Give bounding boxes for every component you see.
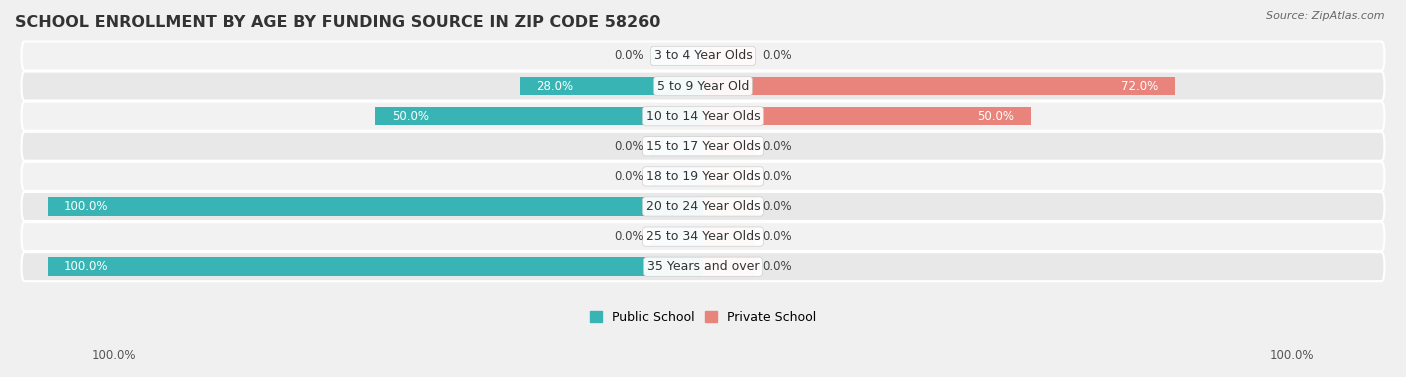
Text: 15 to 17 Year Olds: 15 to 17 Year Olds (645, 140, 761, 153)
FancyBboxPatch shape (21, 102, 1385, 130)
Bar (703, 137, 755, 156)
Bar (48, 257, 703, 276)
Text: 100.0%: 100.0% (1270, 349, 1315, 362)
Bar (651, 167, 703, 186)
Bar (703, 107, 1031, 126)
FancyBboxPatch shape (21, 222, 1385, 251)
FancyBboxPatch shape (21, 41, 1385, 70)
Bar (703, 257, 755, 276)
Text: 10 to 14 Year Olds: 10 to 14 Year Olds (645, 110, 761, 123)
Bar (375, 107, 703, 126)
Text: 0.0%: 0.0% (614, 170, 644, 183)
Text: 72.0%: 72.0% (1121, 80, 1159, 92)
Legend: Public School, Private School: Public School, Private School (585, 305, 821, 328)
Text: 0.0%: 0.0% (614, 230, 644, 243)
Text: 0.0%: 0.0% (614, 49, 644, 63)
Bar (48, 197, 703, 216)
Bar (703, 167, 755, 186)
Text: SCHOOL ENROLLMENT BY AGE BY FUNDING SOURCE IN ZIP CODE 58260: SCHOOL ENROLLMENT BY AGE BY FUNDING SOUR… (15, 15, 661, 30)
FancyBboxPatch shape (21, 72, 1385, 101)
Text: 35 Years and over: 35 Years and over (647, 260, 759, 273)
Text: 5 to 9 Year Old: 5 to 9 Year Old (657, 80, 749, 92)
FancyBboxPatch shape (21, 252, 1385, 281)
Text: 18 to 19 Year Olds: 18 to 19 Year Olds (645, 170, 761, 183)
FancyBboxPatch shape (21, 162, 1385, 191)
Text: 100.0%: 100.0% (91, 349, 136, 362)
Text: 0.0%: 0.0% (762, 49, 792, 63)
Text: 0.0%: 0.0% (762, 230, 792, 243)
Bar (651, 137, 703, 156)
Text: 100.0%: 100.0% (65, 260, 108, 273)
Text: 50.0%: 50.0% (392, 110, 429, 123)
Bar (703, 227, 755, 246)
Text: 50.0%: 50.0% (977, 110, 1014, 123)
Bar (703, 47, 755, 65)
FancyBboxPatch shape (21, 132, 1385, 161)
Text: Source: ZipAtlas.com: Source: ZipAtlas.com (1267, 11, 1385, 21)
Text: 100.0%: 100.0% (65, 200, 108, 213)
Text: 0.0%: 0.0% (614, 140, 644, 153)
Text: 25 to 34 Year Olds: 25 to 34 Year Olds (645, 230, 761, 243)
Bar (703, 197, 755, 216)
Bar (703, 77, 1175, 95)
Text: 3 to 4 Year Olds: 3 to 4 Year Olds (654, 49, 752, 63)
FancyBboxPatch shape (21, 192, 1385, 221)
Bar (520, 77, 703, 95)
Text: 20 to 24 Year Olds: 20 to 24 Year Olds (645, 200, 761, 213)
Bar (651, 47, 703, 65)
Text: 0.0%: 0.0% (762, 170, 792, 183)
Bar (651, 227, 703, 246)
Text: 0.0%: 0.0% (762, 140, 792, 153)
Text: 28.0%: 28.0% (536, 80, 574, 92)
Text: 0.0%: 0.0% (762, 260, 792, 273)
Text: 0.0%: 0.0% (762, 200, 792, 213)
